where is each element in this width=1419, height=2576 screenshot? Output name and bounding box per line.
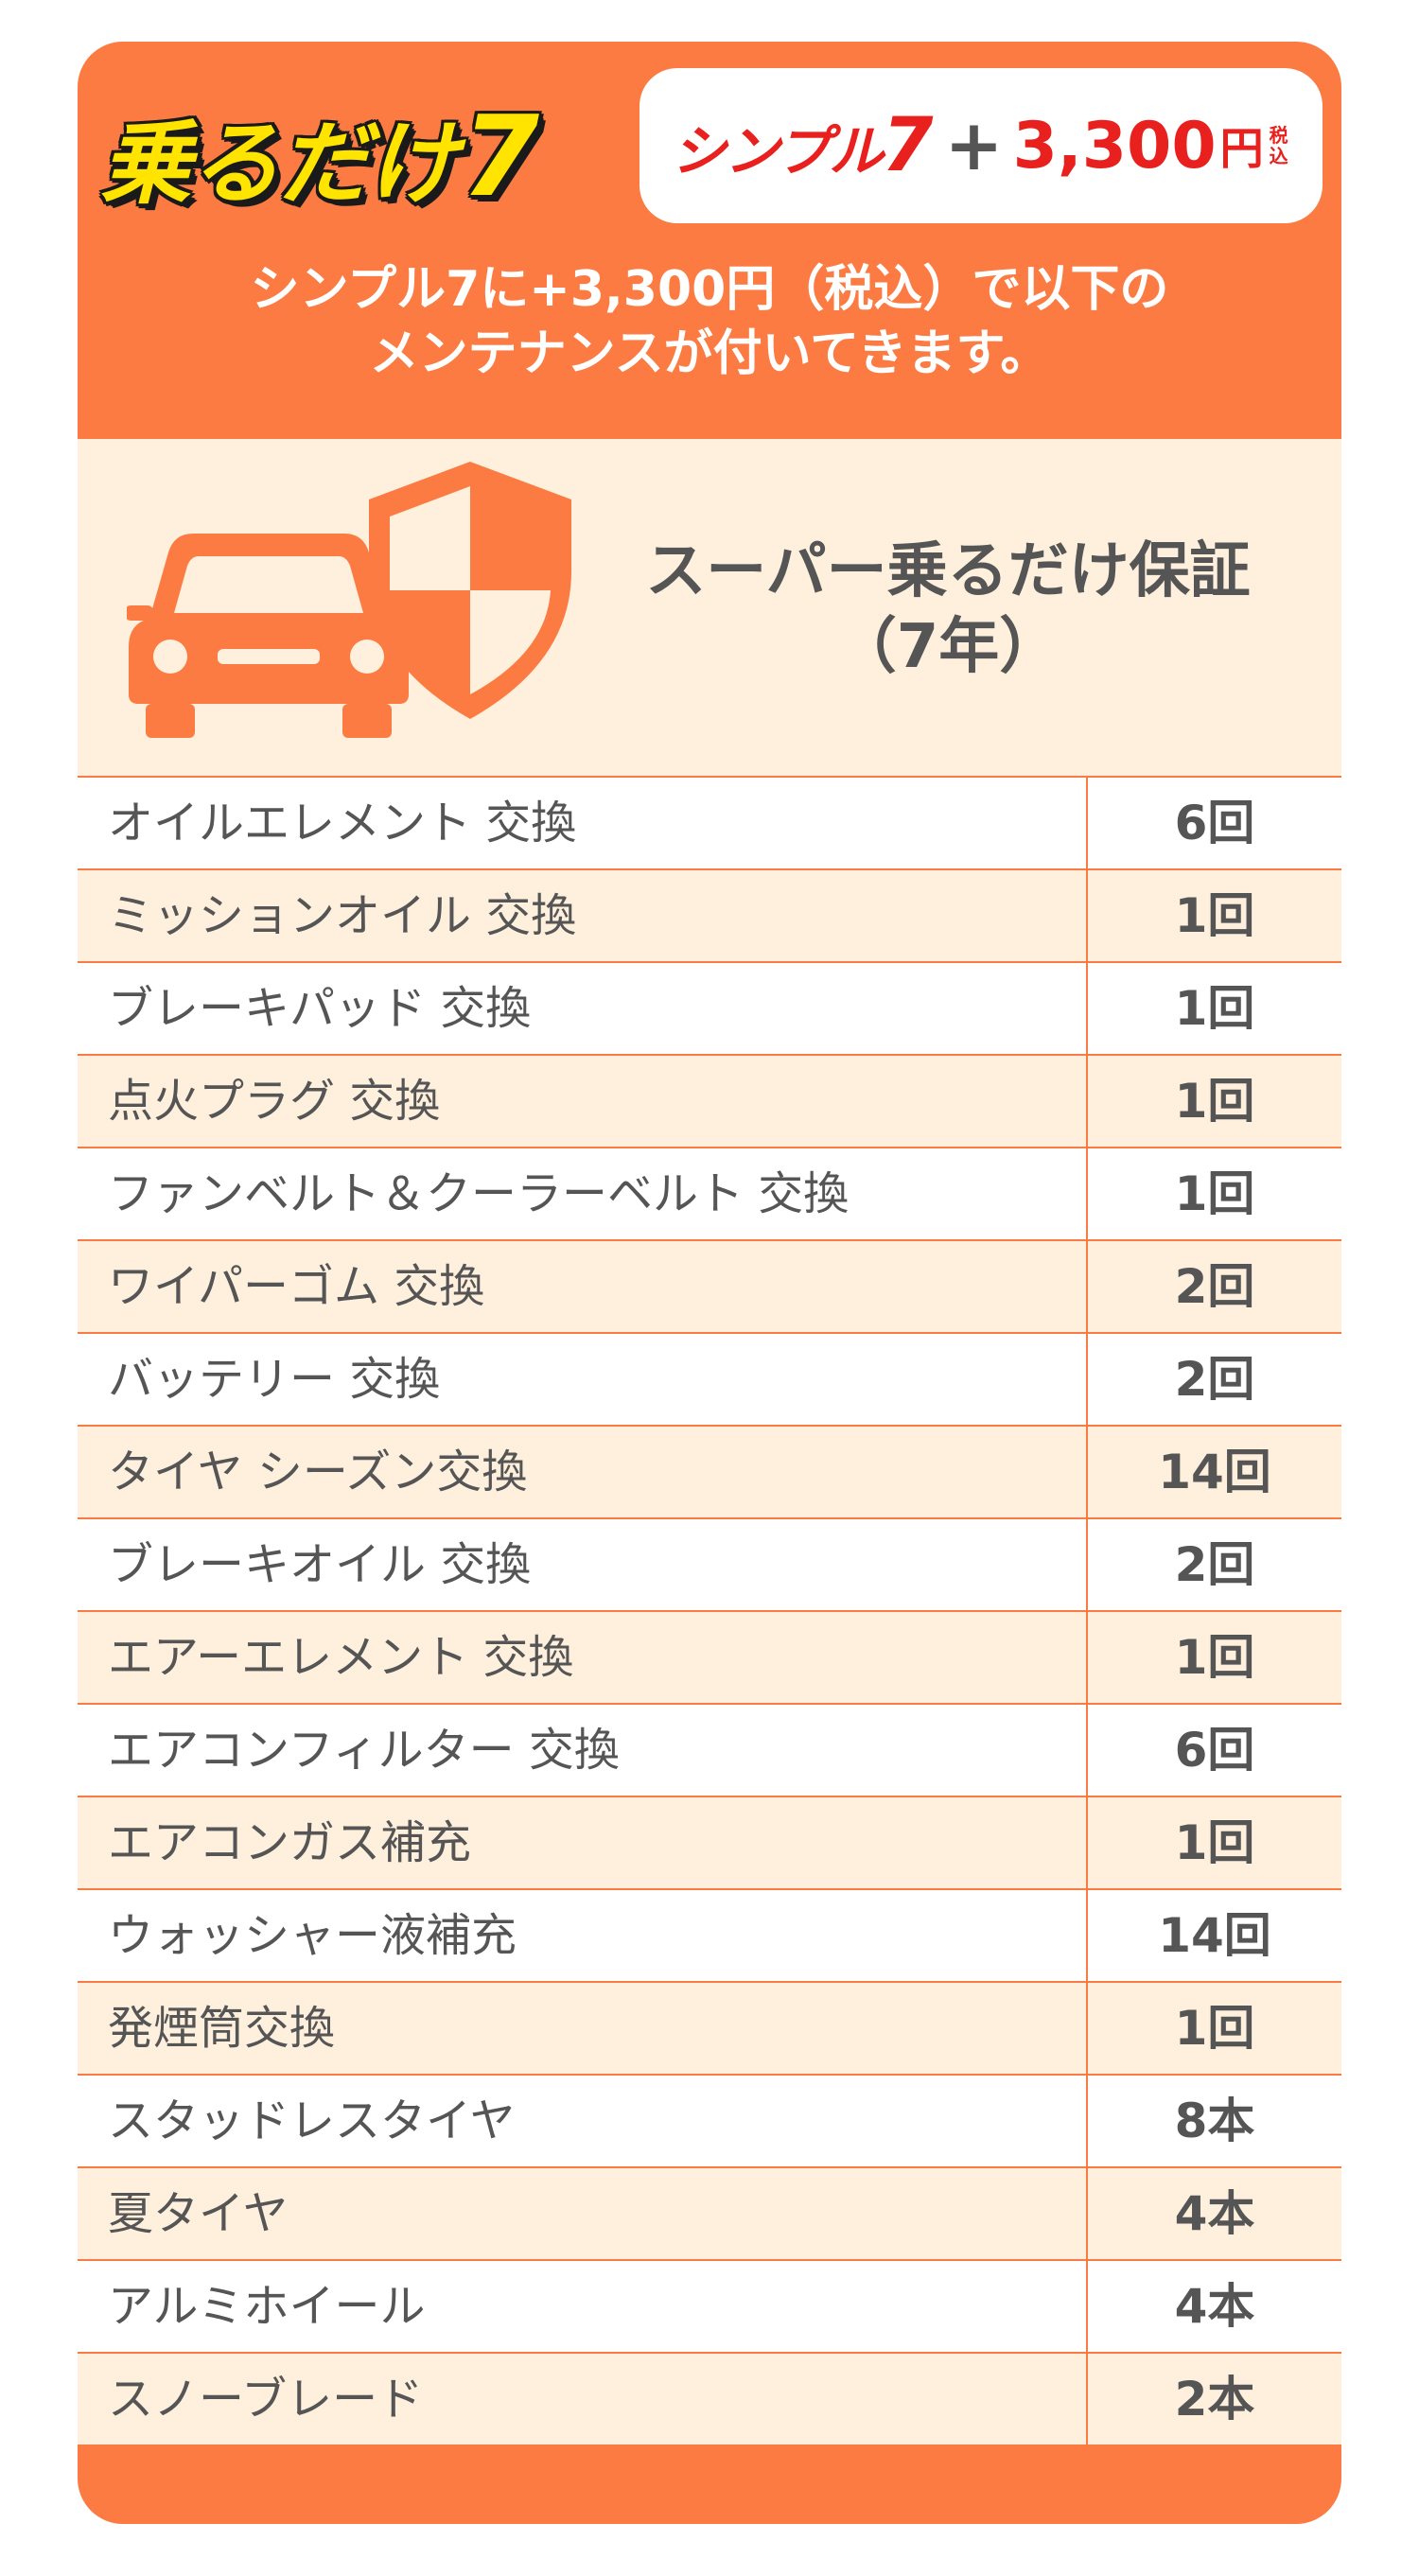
item-name: 点火プラグ 交換 xyxy=(108,1075,441,1128)
item-name: アルミホイール xyxy=(108,2280,426,2333)
item-name: バッテリー 交換 xyxy=(108,1353,441,1406)
table-row: ブレーキパッド 交換 1回 xyxy=(78,963,1341,1056)
item-count: 1回 xyxy=(1174,888,1255,943)
column-divider xyxy=(1086,870,1088,961)
shield-icon xyxy=(369,462,571,719)
table-row: 点火プラグ 交換 1回 xyxy=(78,1056,1341,1148)
item-name: 夏タイヤ xyxy=(108,2187,289,2240)
column-divider xyxy=(1086,1148,1088,1239)
column-divider xyxy=(1086,1241,1088,1332)
price-amount: 3,300 xyxy=(1012,108,1217,184)
column-divider xyxy=(1086,778,1088,868)
item-name: ウォッシャー液補充 xyxy=(108,1909,517,1962)
item-count: 2回 xyxy=(1174,1259,1255,1314)
brand-logo: 乗るだけ7 xyxy=(100,70,706,240)
item-name: ミッションオイル 交換 xyxy=(108,889,577,942)
column-divider xyxy=(1086,1705,1088,1796)
brand-logo-text: 乗るだけ7 xyxy=(100,90,539,221)
subtitle: シンプル7に+3,300円（税込）で以下の メンテナンスが付いてきます。 xyxy=(78,257,1341,386)
item-count: 14回 xyxy=(1158,1445,1271,1499)
item-count: 6回 xyxy=(1174,1723,1255,1778)
column-divider xyxy=(1086,2261,1088,2352)
table-row: ミッションオイル 交換 1回 xyxy=(78,870,1341,963)
item-count: 1回 xyxy=(1174,2001,1255,2056)
item-count: 6回 xyxy=(1174,796,1255,850)
item-count: 2回 xyxy=(1174,1352,1255,1407)
subtitle-line-2: メンテナンスが付いてきます。 xyxy=(369,325,1050,382)
item-name: スノーブレード xyxy=(108,2373,424,2426)
item-count: 1回 xyxy=(1174,1074,1255,1129)
item-name: エアーエレメント 交換 xyxy=(108,1631,574,1684)
warranty-title-line-2: （7年） xyxy=(835,612,1060,682)
item-name: スタッドレスタイヤ xyxy=(108,2094,516,2147)
table-row: エアーエレメント 交換 1回 xyxy=(78,1612,1341,1705)
plan-name: シンプル7 xyxy=(672,103,934,188)
column-divider xyxy=(1086,1427,1088,1517)
table-row: エアコンガス補充 1回 xyxy=(78,1797,1341,1890)
table-row: タイヤ シーズン交換 14回 xyxy=(78,1427,1341,1519)
column-divider xyxy=(1086,1519,1088,1610)
tax-included-label: 税込 xyxy=(1269,124,1288,167)
table-row: アルミホイール 4本 xyxy=(78,2261,1341,2354)
table-row: ワイパーゴム 交換 2回 xyxy=(78,1241,1341,1334)
column-divider xyxy=(1086,1056,1088,1147)
item-count: 1回 xyxy=(1174,1630,1255,1685)
column-divider xyxy=(1086,963,1088,1054)
column-divider xyxy=(1086,1983,1088,2074)
item-name: 発煙筒交換 xyxy=(108,2002,336,2055)
price-yen: 円 xyxy=(1219,123,1264,174)
item-count: 8本 xyxy=(1174,2094,1255,2148)
item-count: 2回 xyxy=(1174,1537,1255,1592)
item-name: ブレーキパッド 交換 xyxy=(108,982,532,1035)
item-count: 1回 xyxy=(1174,1815,1255,1870)
column-divider xyxy=(1086,1612,1088,1703)
item-count: 14回 xyxy=(1158,1908,1271,1963)
table-row: ブレーキオイル 交換 2回 xyxy=(78,1519,1341,1612)
item-count: 2本 xyxy=(1174,2372,1255,2427)
column-divider xyxy=(1086,1890,1088,1981)
item-name: ブレーキオイル 交換 xyxy=(108,1538,532,1591)
table-row: 夏タイヤ 4本 xyxy=(78,2168,1341,2261)
column-divider xyxy=(1086,2168,1088,2259)
warranty-title-line-1: スーパー乗るだけ保証 xyxy=(645,536,1251,606)
item-count: 1回 xyxy=(1174,981,1255,1036)
item-name: ワイパーゴム 交換 xyxy=(108,1260,485,1313)
table-row: スノーブレード 2本 xyxy=(78,2354,1341,2446)
maintenance-card: 乗るだけ7 シンプル7 + 3,300 円 税込 シンプル7に+3,300円（税… xyxy=(78,42,1341,2524)
column-divider xyxy=(1086,2354,1088,2445)
table-row: バッテリー 交換 2回 xyxy=(78,1334,1341,1427)
item-name: オイルエレメント 交換 xyxy=(108,797,577,850)
table-row: ウォッシャー液補充 14回 xyxy=(78,1890,1341,1983)
table-row: 発煙筒交換 1回 xyxy=(78,1983,1341,2076)
item-name: エアコンフィルター 交換 xyxy=(108,1724,620,1777)
column-divider xyxy=(1086,2076,1088,2166)
item-name: タイヤ シーズン交換 xyxy=(108,1446,528,1498)
table-row: スタッドレスタイヤ 8本 xyxy=(78,2076,1341,2168)
price-badge: シンプル7 + 3,300 円 税込 xyxy=(639,68,1323,223)
warranty-panel: スーパー乗るだけ保証 （7年） xyxy=(78,437,1341,778)
item-count: 4本 xyxy=(1174,2186,1255,2241)
warranty-title: スーパー乗るだけ保証 （7年） xyxy=(569,534,1326,685)
column-divider xyxy=(1086,1334,1088,1425)
table-row: エアコンフィルター 交換 6回 xyxy=(78,1705,1341,1797)
item-name: ファンベルト＆クーラーベルト 交換 xyxy=(108,1167,850,1220)
table-row: ファンベルト＆クーラーベルト 交換 1回 xyxy=(78,1148,1341,1241)
plus-sign: + xyxy=(944,105,1004,186)
subtitle-line-1: シンプル7に+3,300円（税込）で以下の xyxy=(250,261,1169,318)
item-count: 4本 xyxy=(1174,2279,1255,2334)
item-name: エアコンガス補充 xyxy=(108,1816,472,1869)
column-divider xyxy=(1086,1797,1088,1888)
maintenance-table: オイルエレメント 交換 6回 ミッションオイル 交換 1回 ブレーキパッド 交換 1回 点火… xyxy=(78,776,1341,2446)
car-icon xyxy=(127,534,411,738)
item-count: 1回 xyxy=(1174,1166,1255,1221)
table-row: オイルエレメント 交換 6回 xyxy=(78,778,1341,870)
